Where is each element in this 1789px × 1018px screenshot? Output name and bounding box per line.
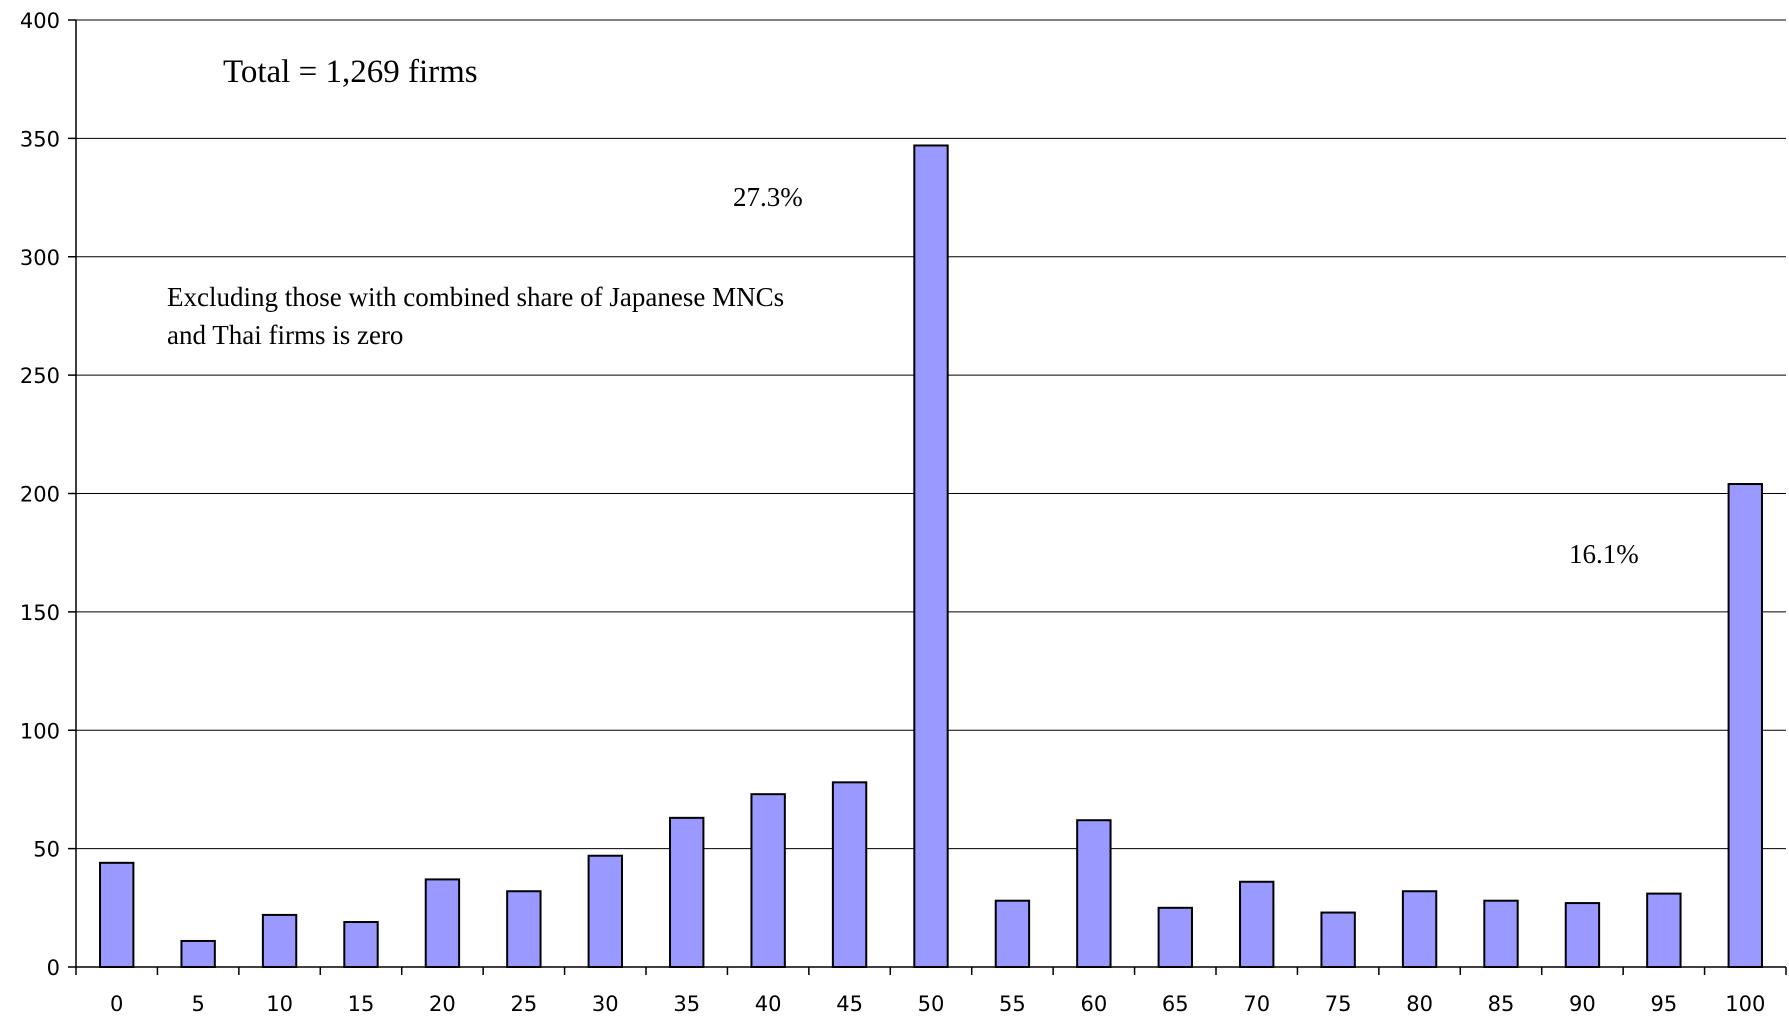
x-tick-label: 75 xyxy=(1325,992,1352,1016)
note-annotation-line-1: Excluding those with combined share of J… xyxy=(167,282,784,312)
bar-85 xyxy=(1483,899,1519,969)
bar-25 xyxy=(506,890,542,968)
x-tick-label: 30 xyxy=(592,992,619,1016)
x-tick-label: 95 xyxy=(1650,992,1677,1016)
y-tick-label: 150 xyxy=(20,601,60,625)
y-tick-label: 400 xyxy=(20,9,60,33)
x-tick-label: 0 xyxy=(110,992,123,1016)
axes xyxy=(68,19,1787,975)
x-tick-label: 20 xyxy=(429,992,456,1016)
bar-65 xyxy=(1157,906,1193,968)
percent-label-100: 16.1% xyxy=(1569,539,1639,569)
x-tick-label: 60 xyxy=(1080,992,1107,1016)
bar-70 xyxy=(1239,880,1275,969)
y-tick-label: 250 xyxy=(20,364,60,388)
bar-30 xyxy=(587,854,623,968)
y-tick-label: 0 xyxy=(47,956,60,980)
bar-55 xyxy=(994,899,1031,969)
bar-45 xyxy=(831,781,868,969)
x-tick-label: 40 xyxy=(755,992,782,1016)
x-tick-label: 5 xyxy=(191,992,204,1016)
x-tick-label: 50 xyxy=(918,992,945,1016)
y-tick-label: 50 xyxy=(33,838,60,862)
bar-80 xyxy=(1401,890,1438,968)
bar-75 xyxy=(1320,911,1356,968)
x-tick-label: 90 xyxy=(1569,992,1596,1016)
bar-60 xyxy=(1076,819,1112,969)
x-tick-label: 65 xyxy=(1162,992,1189,1016)
x-tick-label: 15 xyxy=(348,992,375,1016)
x-tick-label: 70 xyxy=(1243,992,1270,1016)
bar-95 xyxy=(1646,892,1682,968)
x-tick-label: 55 xyxy=(999,992,1026,1016)
percent-label-50: 27.3% xyxy=(733,182,803,212)
bar-90 xyxy=(1564,902,1601,969)
x-tick-label: 100 xyxy=(1725,992,1765,1016)
y-tick-label: 200 xyxy=(20,483,60,507)
x-tick-label: 45 xyxy=(836,992,863,1016)
x-tick-label: 25 xyxy=(510,992,537,1016)
y-tick-labels: 0 50 100 150 200 250 300 350 400 xyxy=(20,9,60,980)
bar-35 xyxy=(669,816,705,968)
note-annotation-line-2: and Thai firms is zero xyxy=(167,320,403,350)
bar-10 xyxy=(261,913,298,968)
total-annotation: Total = 1,269 firms xyxy=(223,54,478,90)
x-tick-label: 85 xyxy=(1488,992,1515,1016)
bars xyxy=(99,144,1763,969)
bar-15 xyxy=(343,921,379,969)
x-tick-label: 35 xyxy=(673,992,700,1016)
bar-40 xyxy=(750,793,786,968)
x-tick-label: 80 xyxy=(1406,992,1433,1016)
x-tick-labels: 0 5 10 15 20 25 30 35 40 45 50 55 60 65 70 75 80 85 90 95 10… xyxy=(110,992,1765,1016)
y-tick-label: 350 xyxy=(20,127,60,151)
bar-100 xyxy=(1727,483,1763,968)
bar-5 xyxy=(180,939,216,969)
bar-0 xyxy=(99,861,135,969)
y-tick-label: 300 xyxy=(20,246,60,270)
y-tick-label: 100 xyxy=(20,719,60,743)
bar-20 xyxy=(424,878,461,969)
bar-50 xyxy=(913,144,949,969)
x-tick-label: 10 xyxy=(266,992,293,1016)
